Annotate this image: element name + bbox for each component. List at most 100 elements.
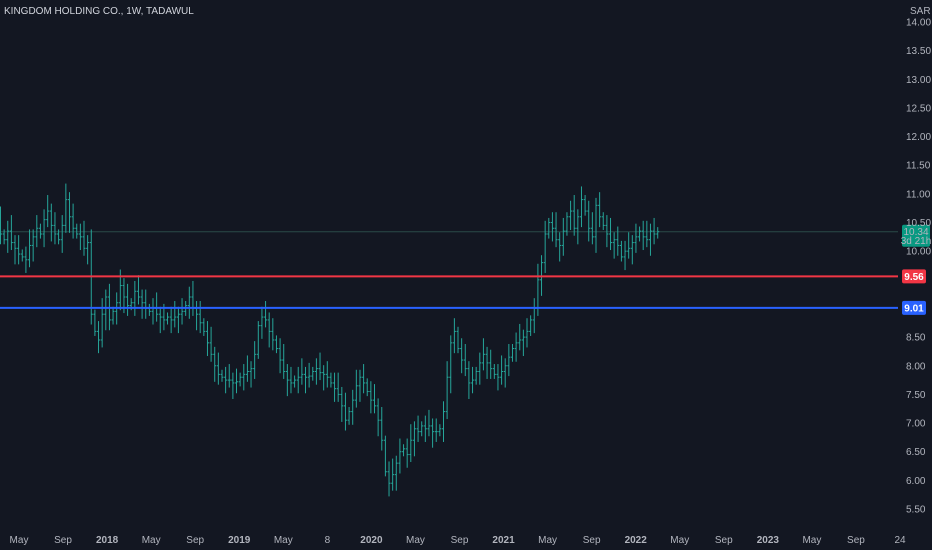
price-bar — [431, 418, 435, 448]
y-tick-label: 8.00 — [906, 361, 926, 372]
chart-title: KINGDOM HOLDING CO., 1W, TADAWUL — [4, 6, 194, 17]
price-bar — [166, 312, 170, 325]
price-bar — [547, 217, 551, 239]
price-bar — [314, 358, 318, 385]
price-axis[interactable]: 14.00 13.50 13.00 12.50 12.00 11.50 11.00 10.50… — [906, 18, 931, 516]
y-tick-label: 11.00 — [906, 189, 931, 200]
price-bar — [264, 301, 268, 328]
price-bar — [173, 301, 177, 328]
price-bar — [590, 212, 594, 245]
price-bar — [587, 200, 591, 242]
price-bar — [579, 186, 583, 228]
x-tick-label: 2019 — [228, 535, 251, 546]
price-bar — [376, 398, 380, 437]
price-bar — [362, 364, 366, 394]
price-bar — [372, 384, 376, 414]
price-bar — [420, 421, 424, 437]
price-bar — [460, 338, 464, 374]
price-bar — [456, 326, 460, 354]
price-bar — [452, 318, 456, 354]
x-tick-label: Sep — [847, 535, 865, 546]
price-bar — [569, 200, 573, 230]
y-tick-label: 13.50 — [906, 46, 931, 57]
price-bar — [507, 343, 511, 377]
price-bar — [78, 223, 82, 251]
y-tick-label: 14.00 — [906, 18, 931, 29]
price-bar — [318, 352, 322, 381]
price-bar — [38, 223, 42, 239]
level-tag-label: 9.01 — [904, 303, 924, 314]
price-bar — [28, 229, 32, 268]
price-bar — [329, 372, 333, 388]
y-tick-label: 12.00 — [906, 132, 931, 143]
price-bar — [136, 275, 140, 305]
x-tick-label: 2023 — [757, 535, 780, 546]
price-bar — [619, 240, 623, 262]
x-tick-label: Sep — [186, 535, 204, 546]
y-tick-label: 7.00 — [906, 419, 926, 430]
level-tag-label: 9.56 — [904, 272, 924, 283]
price-bar — [304, 366, 308, 394]
last-price-label: 10.34 — [903, 227, 928, 238]
price-bar — [394, 455, 398, 491]
price-bar — [46, 195, 50, 228]
price-bar — [60, 215, 64, 253]
price-bar — [20, 249, 24, 262]
price-bar — [57, 229, 61, 245]
price-bar — [238, 372, 242, 387]
price-bar — [445, 361, 449, 420]
price-bar — [471, 366, 475, 394]
time-axis[interactable]: May Sep 2018 May Sep 2019 May 8 2020 May Sep 2021 Ma… — [10, 535, 906, 546]
price-bar — [307, 362, 311, 388]
price-bar — [0, 206, 2, 245]
x-tick-label: Sep — [583, 535, 601, 546]
price-bar — [202, 318, 206, 336]
price-bar — [71, 203, 75, 239]
y-tick-label: 12.50 — [906, 103, 931, 114]
price-bar — [652, 217, 656, 245]
price-bar — [293, 375, 297, 388]
price-bar — [423, 415, 427, 442]
price-bar — [187, 286, 191, 319]
y-tick-label: 8.50 — [906, 333, 926, 344]
price-bar — [601, 212, 605, 230]
price-bar — [347, 407, 351, 425]
price-bar — [213, 346, 217, 382]
price-bar — [93, 309, 97, 336]
price-bar — [634, 223, 638, 253]
price-bar — [176, 306, 180, 334]
x-tick-label: Sep — [451, 535, 469, 546]
price-bar — [6, 220, 10, 253]
price-bar — [282, 343, 286, 379]
x-tick-label: May — [274, 535, 293, 546]
price-bar — [405, 438, 409, 468]
x-tick-label: May — [670, 535, 689, 546]
price-bar — [525, 318, 529, 348]
price-bar — [365, 378, 369, 397]
price-bar — [242, 364, 246, 391]
price-bar — [402, 444, 406, 457]
price-bar — [260, 306, 264, 339]
price-bar — [463, 343, 467, 377]
x-tick-label: Sep — [54, 535, 72, 546]
price-bar — [274, 335, 278, 354]
price-bar — [158, 306, 162, 334]
x-tick-label: May — [10, 535, 29, 546]
price-bar — [485, 346, 489, 379]
y-tick-label: 10.00 — [906, 247, 931, 258]
y-tick-label: 6.50 — [906, 447, 926, 458]
price-bar — [351, 389, 355, 425]
price-bar — [205, 321, 209, 357]
level-tag — [902, 300, 926, 315]
price-bar — [645, 220, 649, 248]
price-bar — [169, 306, 173, 334]
price-bar — [126, 283, 130, 316]
price-bar — [478, 352, 482, 385]
x-tick-label: Sep — [715, 535, 733, 546]
y-tick-label: 6.00 — [906, 476, 926, 487]
price-bar — [434, 418, 438, 442]
price-bar — [623, 240, 627, 271]
